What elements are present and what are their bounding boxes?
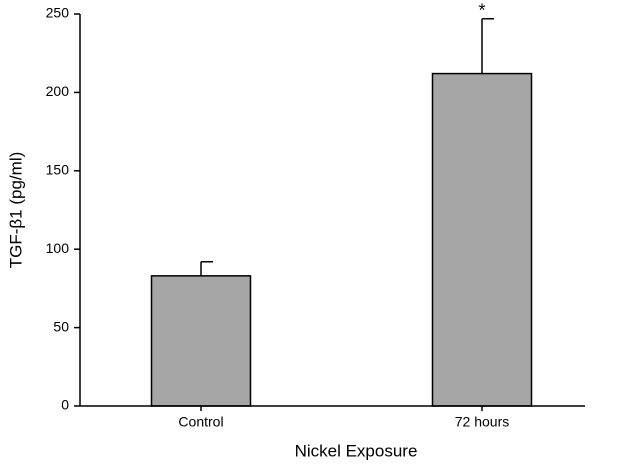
bar	[431, 72, 533, 407]
y-tick-label: 250	[46, 5, 70, 21]
bar	[150, 275, 252, 407]
error-bar	[481, 17, 494, 74]
x-tick-label: 72 hours	[455, 414, 509, 430]
y-tick-label: 100	[46, 240, 70, 256]
y-tick-label: 0	[61, 397, 69, 413]
annotation: *	[478, 0, 485, 20]
error-bar	[200, 260, 213, 276]
y-axis-title: TGF-β1 (pg/ml)	[6, 152, 25, 269]
y-tick-label: 200	[46, 83, 70, 99]
y-tick-label: 150	[46, 162, 70, 178]
x-tick-label: Control	[178, 414, 223, 430]
y-tick-label: 50	[53, 318, 69, 334]
x-axis-title: Nickel Exposure	[295, 441, 418, 460]
